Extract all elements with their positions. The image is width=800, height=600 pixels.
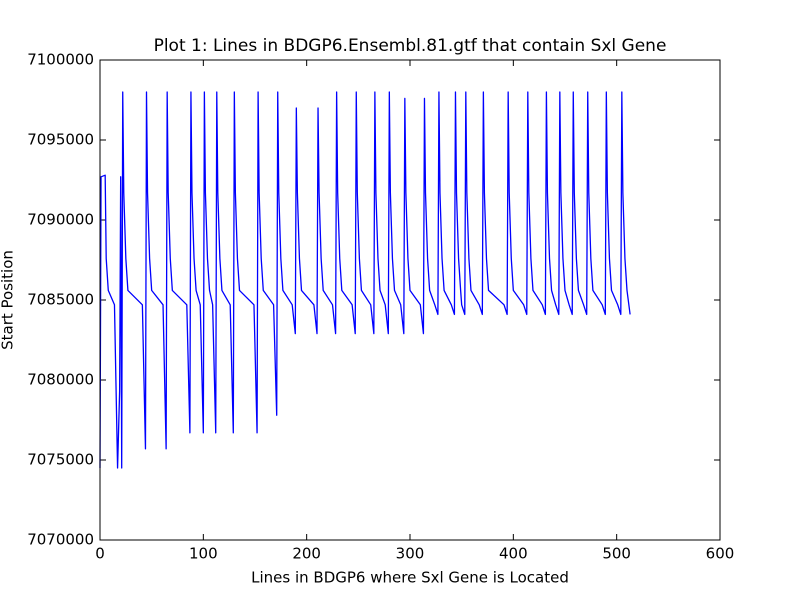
y-tick-label: 7100000 (27, 51, 94, 69)
y-tick-label: 7080000 (27, 371, 94, 389)
y-tick-label: 7070000 (27, 531, 94, 549)
y-tick-label: 7095000 (27, 131, 94, 149)
data-line (99, 91, 631, 469)
x-tick-label: 100 (189, 545, 218, 563)
y-tick-label: 7090000 (27, 211, 94, 229)
chart-title: Plot 1: Lines in BDGP6.Ensembl.81.gtf th… (154, 36, 667, 56)
x-tick-label: 600 (706, 545, 735, 563)
y-tick-label: 7085000 (27, 291, 94, 309)
y-axis-label: Start Position (0, 250, 17, 350)
y-tick-label: 7075000 (27, 451, 94, 469)
x-tick-label: 400 (499, 545, 528, 563)
x-tick-label: 0 (95, 545, 105, 563)
x-tick-label: 200 (292, 545, 321, 563)
plot-frame (99, 59, 721, 541)
x-tick-label: 500 (602, 545, 631, 563)
x-tick-label: 300 (396, 545, 425, 563)
x-axis-label: Lines in BDGP6 where Sxl Gene is Located (251, 569, 569, 587)
